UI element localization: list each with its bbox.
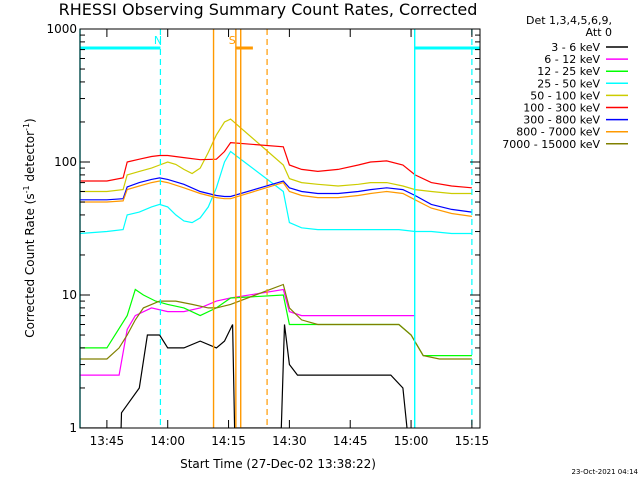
chart-title: RHESSI Observing Summary Count Rates, Co… <box>59 0 478 19</box>
series-layer <box>80 118 472 428</box>
x-tick-label-0: 13:45 <box>90 434 125 448</box>
series-line-3 <box>80 150 472 235</box>
series-line-4 <box>80 118 472 195</box>
saa_bars-flag-label: S <box>229 34 236 47</box>
legend-label-8: 7000 - 15000 keV <box>502 138 600 151</box>
plot-frame <box>79 28 481 429</box>
x-tick-label-2: 14:15 <box>211 434 246 448</box>
timestamp: 23-Oct-2021 04:14 <box>572 468 639 476</box>
legend-label-6: 300 - 800 keV <box>523 114 600 127</box>
series-line-7 <box>80 180 472 217</box>
x-tick-label-5: 15:00 <box>394 434 429 448</box>
legend-label-2: 12 - 25 keV <box>537 65 600 78</box>
series-line-0 <box>80 324 408 428</box>
y-tick-label-3: 1000 <box>46 22 77 36</box>
legend-label-5: 100 - 300 keV <box>523 102 600 115</box>
series-line-6 <box>80 177 472 213</box>
legend-label-3: 25 - 50 keV <box>537 77 600 90</box>
y-tick-label-0: 1 <box>69 421 77 435</box>
x-tick-label-4: 14:45 <box>333 434 368 448</box>
series-line-5 <box>80 141 472 189</box>
x-axis-label: Start Time (27-Dec-02 13:38:22) <box>180 457 376 471</box>
legend-header-1: Att 0 <box>586 26 612 39</box>
legend-header-0: Det 1,3,4,5,6,9, <box>526 14 612 27</box>
x-tick-label-3: 14:30 <box>272 434 307 448</box>
axis-layer: 13:45 14:00 14:15 14:30 14:45 15:00 15:15 1 10 10… <box>46 22 489 448</box>
legend-label-7: 800 - 7000 keV <box>516 126 600 139</box>
y-axis-label: Corrected Count Rate (s-1 detector-1) <box>22 118 37 337</box>
legend-label-4: 50 - 100 keV <box>530 89 600 102</box>
series-line-8 <box>80 283 472 360</box>
x-tick-label-6: 15:15 <box>455 434 490 448</box>
y-tick-label-1: 10 <box>62 288 77 302</box>
y-tick-label-2: 100 <box>54 155 77 169</box>
x-tick-label-1: 14:00 <box>150 434 185 448</box>
legend-label-1: 6 - 12 keV <box>544 53 600 66</box>
night_bars-flag-label: N <box>154 34 162 47</box>
legend-label-0: 3 - 6 keV <box>551 41 600 54</box>
